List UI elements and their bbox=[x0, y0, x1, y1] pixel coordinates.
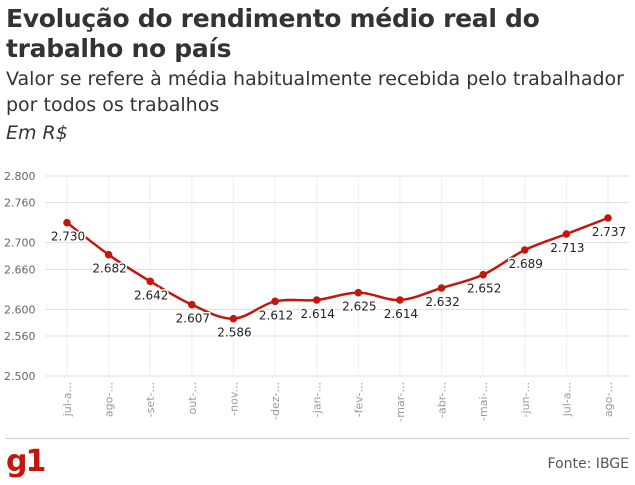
y-tick-label: 2.600 bbox=[4, 303, 36, 316]
data-label: 2.586 bbox=[217, 326, 251, 340]
x-tick-label: -jan-... bbox=[311, 382, 324, 417]
data-point bbox=[479, 270, 487, 279]
data-label: 2.689 bbox=[509, 257, 543, 271]
y-tick-label: 2.560 bbox=[4, 330, 36, 343]
data-label: 2.614 bbox=[301, 307, 335, 321]
y-tick-label: 2.500 bbox=[4, 370, 36, 383]
x-tick-label: -dez-... bbox=[269, 382, 282, 420]
y-tick-label: 2.660 bbox=[4, 263, 36, 276]
data-point bbox=[63, 218, 71, 227]
y-tick-label: 2.760 bbox=[4, 197, 36, 210]
x-tick-label: -nov... bbox=[227, 382, 240, 416]
data-label: 2.642 bbox=[134, 288, 168, 302]
y-tick-label: 2.800 bbox=[4, 170, 36, 183]
x-tick-label: -jun-... bbox=[519, 382, 532, 417]
data-label: 2.632 bbox=[425, 295, 459, 309]
chart-subtitle: Valor se refere à média habitualmente re… bbox=[6, 68, 624, 116]
x-tick-label: jul-a... bbox=[560, 382, 573, 417]
x-tick-label: -set-... bbox=[144, 382, 157, 417]
data-label: 2.682 bbox=[92, 262, 126, 276]
data-point bbox=[188, 300, 196, 309]
chart-title: Evolução do rendimento médio real do tra… bbox=[6, 4, 540, 63]
chart-unit: Em R$ bbox=[6, 122, 68, 144]
x-tick-label: -abr-... bbox=[436, 382, 449, 418]
data-point bbox=[396, 296, 404, 304]
data-point bbox=[312, 296, 321, 304]
y-tick-label: 2.700 bbox=[4, 237, 36, 250]
data-label: 2.607 bbox=[176, 312, 210, 326]
x-tick-label: jul-a... bbox=[61, 382, 74, 417]
g1-logo[interactable]: g1 bbox=[6, 444, 46, 479]
data-label: 2.737 bbox=[592, 225, 626, 239]
data-point bbox=[604, 214, 612, 222]
x-tick-label: out-... bbox=[186, 382, 199, 414]
data-point bbox=[271, 297, 279, 306]
data-label: 2.713 bbox=[550, 241, 584, 255]
source-note: Fonte: IBGE bbox=[547, 456, 629, 472]
data-label: 2.652 bbox=[467, 282, 501, 296]
data-point bbox=[354, 288, 363, 297]
data-point bbox=[562, 230, 571, 238]
x-tick-label: ago-... bbox=[103, 382, 116, 417]
data-label: 2.612 bbox=[259, 308, 293, 322]
data-point bbox=[520, 246, 529, 254]
x-tick-label: -mai-... bbox=[477, 382, 490, 421]
data-point bbox=[437, 284, 446, 292]
data-point bbox=[229, 314, 238, 323]
data-point bbox=[146, 277, 155, 286]
data-label: 2.625 bbox=[342, 300, 376, 314]
x-tick-label: -fev-... bbox=[352, 382, 365, 417]
data-label: 2.614 bbox=[384, 307, 418, 321]
x-tick-label: ago-... bbox=[602, 382, 615, 417]
footer-divider bbox=[6, 438, 629, 439]
series-line bbox=[66, 216, 609, 320]
data-point bbox=[104, 250, 113, 259]
line-chart: 2.500 2.560 2.600 2.660 2.700 2.760 2.800 jul-a… bbox=[4, 170, 629, 422]
data-label: 2.730 bbox=[51, 230, 85, 244]
x-tick-label: -mar-... bbox=[394, 382, 407, 422]
